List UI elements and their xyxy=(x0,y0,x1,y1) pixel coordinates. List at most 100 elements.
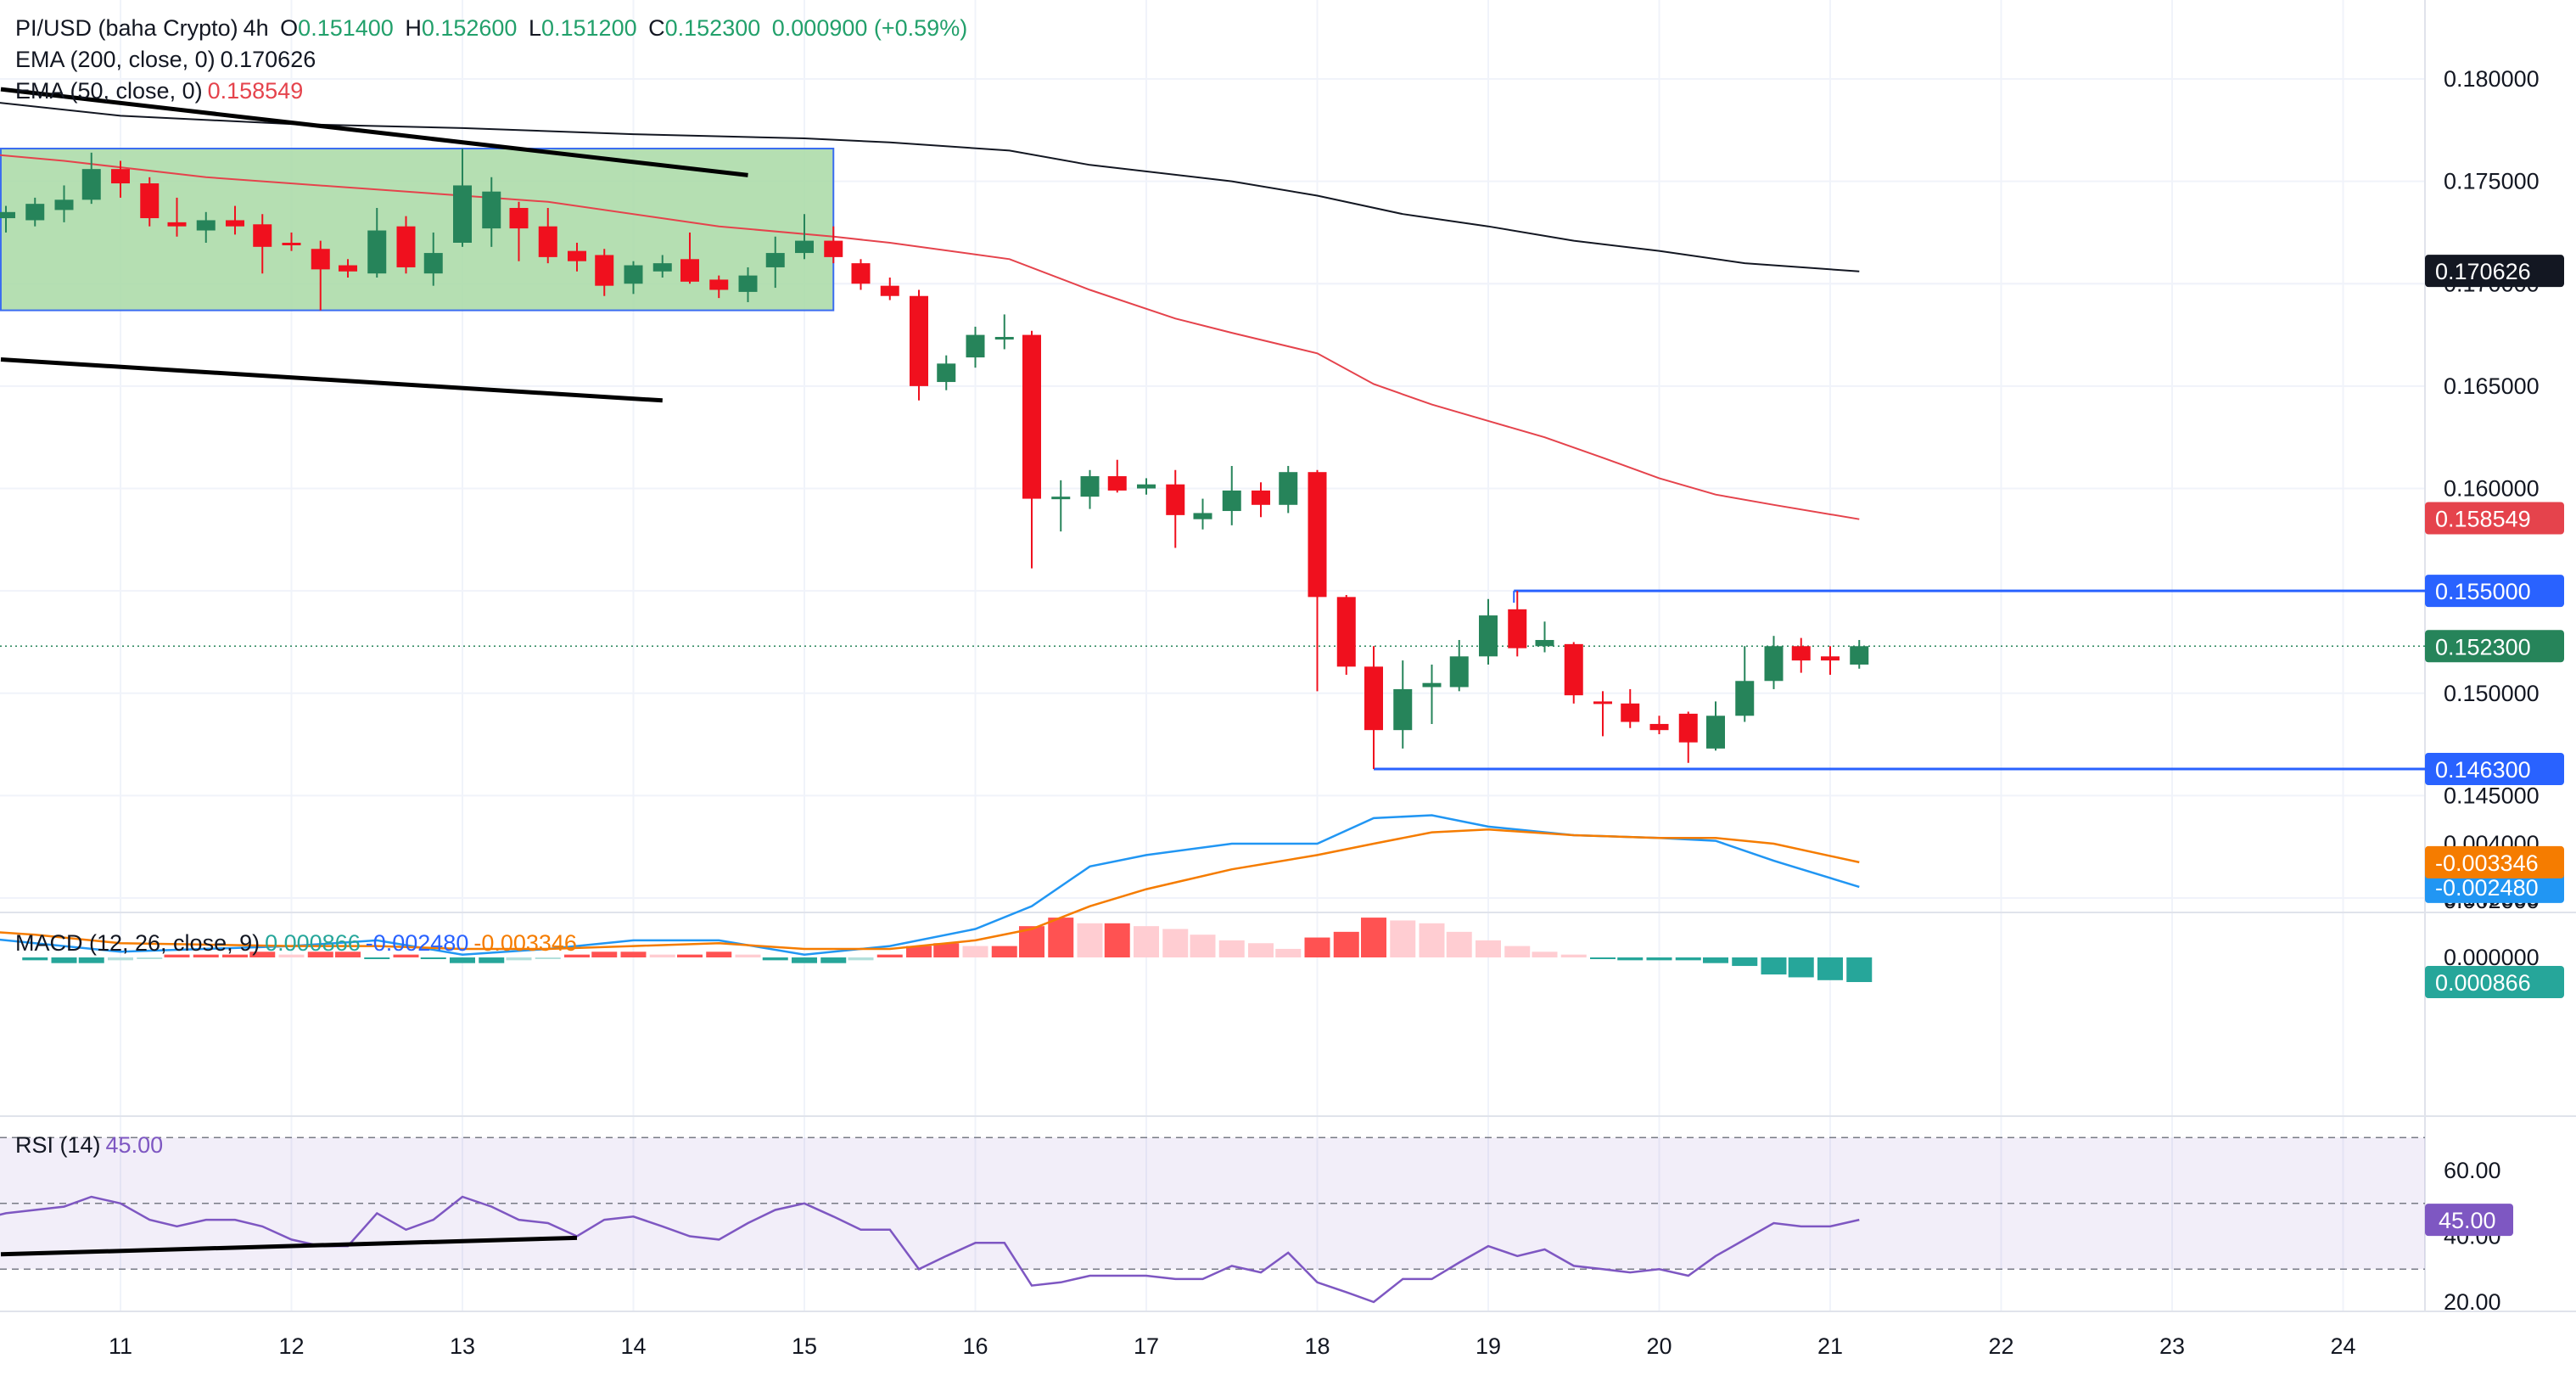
macd-histogram-bar xyxy=(1419,923,1445,957)
candle-body xyxy=(1764,646,1784,682)
macd-histogram-bar xyxy=(1048,918,1074,957)
ema200-line xyxy=(0,102,1860,272)
interval-label: 4h xyxy=(243,15,269,41)
price-tag-label: 0.146300 xyxy=(2435,757,2531,783)
price-tag xyxy=(2425,630,2564,663)
candle-body xyxy=(824,240,843,257)
price-tag xyxy=(2425,502,2564,535)
price-tag xyxy=(2425,575,2564,608)
candle-body xyxy=(453,185,472,243)
candle-body xyxy=(196,220,216,231)
candle-body xyxy=(140,183,160,219)
candle-body xyxy=(1735,681,1755,716)
open-label: O xyxy=(280,15,299,41)
rsi-tag-label: 45.00 xyxy=(2439,1208,2496,1233)
time-axis-tick: 16 xyxy=(962,1333,988,1359)
ema50-legend[interactable]: EMA (50, close, 0) 0.158549 xyxy=(15,78,308,104)
rsi-legend[interactable]: RSI (14) 45.00 xyxy=(15,1132,168,1159)
macd-histogram-bar xyxy=(108,957,133,961)
trendline xyxy=(0,87,748,177)
macd-histogram-bar xyxy=(820,957,847,963)
candle-body xyxy=(1508,609,1527,648)
rsi-value: 45.00 xyxy=(105,1132,164,1158)
time-axis-tick: 23 xyxy=(2159,1333,2185,1359)
symbol-label: PI/USD (baha Crypto) xyxy=(15,15,238,41)
candle-body xyxy=(1393,688,1413,731)
macd-histogram-bar xyxy=(450,957,475,963)
candle-body xyxy=(423,253,443,274)
candle-body xyxy=(226,220,245,227)
candle-body xyxy=(1649,723,1669,731)
macd-histogram-bar xyxy=(649,954,675,957)
macd-histogram-bar xyxy=(1788,957,1814,978)
high-value: 0.152600 xyxy=(421,15,518,41)
candle-body xyxy=(482,191,501,229)
candle-body xyxy=(595,255,614,286)
candle-body xyxy=(1166,484,1185,515)
time-axis-tick: 18 xyxy=(1304,1333,1330,1359)
price-tag-label: 0.170626 xyxy=(2435,259,2531,284)
candle-body xyxy=(1564,643,1583,696)
macd-histogram-bar xyxy=(420,957,446,959)
ema200-legend[interactable]: EMA (200, close, 0) 0.170626 xyxy=(15,47,321,73)
candle-body xyxy=(367,230,387,274)
time-axis-tick: 17 xyxy=(1134,1333,1159,1359)
macd-histogram-bar xyxy=(1162,929,1189,957)
candle-body xyxy=(253,224,272,247)
macd-signal-value: -0.003346 xyxy=(473,930,577,956)
macd-histogram-bar xyxy=(1134,926,1159,957)
macd-signal-line xyxy=(0,828,1860,951)
macd-histogram-bar xyxy=(51,957,77,963)
candle-body xyxy=(795,240,814,254)
candle-body xyxy=(338,265,357,272)
macd-histogram-bar xyxy=(735,954,761,957)
ema200-value: 0.170626 xyxy=(220,47,316,72)
macd-histogram-bar xyxy=(1390,920,1416,957)
macd-histogram-bar xyxy=(1476,940,1501,957)
candle-body xyxy=(81,169,101,200)
macd-histogram-bar xyxy=(78,957,104,963)
macd-histogram-bar xyxy=(1761,957,1787,975)
macd-histogram-bar xyxy=(1446,931,1472,957)
macd-histogram-bar xyxy=(676,954,703,957)
candle-body xyxy=(738,275,758,292)
candle-body xyxy=(1593,701,1613,704)
candle-body xyxy=(509,207,529,229)
macd-histogram-bar xyxy=(1333,931,1359,957)
candle-body xyxy=(994,336,1014,340)
candle-body xyxy=(652,263,672,272)
ema50-line xyxy=(0,154,1860,520)
time-axis-tick: 20 xyxy=(1646,1333,1672,1359)
change-value: 0.000900 (+0.59%) xyxy=(771,15,968,41)
macd-histogram-bar xyxy=(1702,957,1728,963)
macd-histogram-bar xyxy=(1617,957,1644,961)
time-axis-tick: 15 xyxy=(792,1333,817,1359)
macd-histogram-bar xyxy=(1248,943,1274,957)
ema200-label: EMA (200, close, 0) xyxy=(15,47,216,72)
candle-body xyxy=(624,265,643,284)
macd-histogram-bar xyxy=(1104,923,1130,957)
macd-histogram-bar xyxy=(1360,918,1386,957)
close-value: 0.152300 xyxy=(664,15,761,41)
rsi-axis-tick: 60.00 xyxy=(2444,1158,2501,1183)
candle-body xyxy=(1821,656,1840,661)
candle-body xyxy=(1336,597,1356,667)
macd-histogram-bar xyxy=(1504,946,1531,957)
macd-tag xyxy=(2425,966,2564,999)
macd-histogram-bar xyxy=(991,946,1017,957)
macd-histogram-bar xyxy=(364,957,390,959)
macd-histogram-bar xyxy=(1846,957,1873,983)
high-label: H xyxy=(405,15,422,41)
time-axis-tick: 21 xyxy=(1817,1333,1843,1359)
rsi-axis-tick: 20.00 xyxy=(2444,1289,2501,1315)
macd-legend[interactable]: MACD (12, 26, close, 9) 0.000866 -0.002480… xyxy=(15,930,582,957)
macd-histogram-bar xyxy=(278,954,305,957)
macd-histogram-bar xyxy=(393,954,419,957)
macd-histogram-bar xyxy=(933,943,960,957)
macd-histogram-bar xyxy=(1304,937,1330,957)
candle-body xyxy=(538,226,557,257)
price-tag-label: 0.155000 xyxy=(2435,579,2531,604)
candle-body xyxy=(1080,476,1100,497)
time-axis-tick: 12 xyxy=(278,1333,304,1359)
